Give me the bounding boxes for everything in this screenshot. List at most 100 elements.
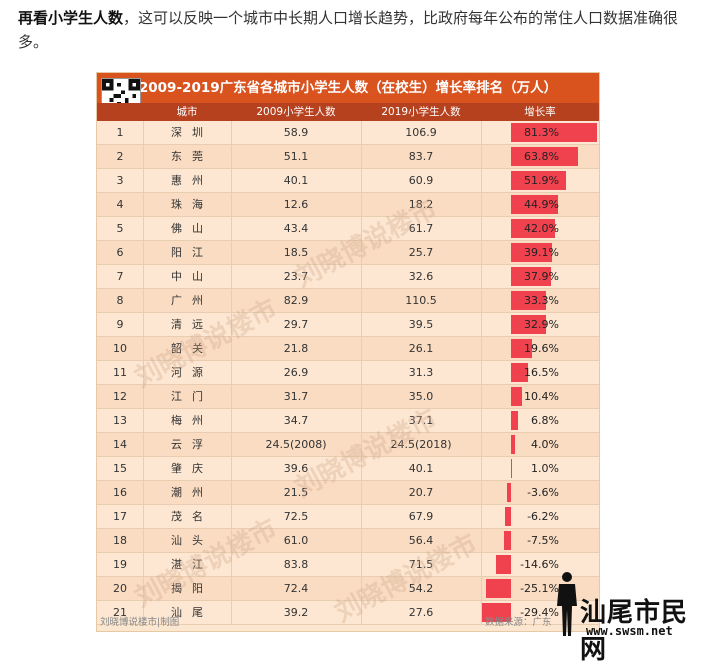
person-silhouette-icon [557, 572, 577, 636]
footer-source: 数据来源：广东 [485, 617, 552, 628]
rank-cell: 5 [116, 222, 124, 235]
rank-cell: 15 [113, 462, 127, 475]
growth-bar [511, 411, 519, 430]
table-row: 3 惠州 40.1 60.9 51.9% [97, 169, 599, 193]
city-cell: 肇庆 [171, 462, 213, 475]
growth-cell: -29.4% [481, 601, 599, 624]
rank-cell: 10 [113, 342, 127, 355]
growth-label: 51.9% [524, 174, 559, 187]
growth-bar [511, 459, 513, 478]
table-row: 16 潮州 21.5 20.7 -3.6% [97, 481, 599, 505]
chart-footer: 刘晓博说楼市|制图 数据来源：广东 [97, 610, 599, 631]
city-cell: 云浮 [171, 438, 213, 451]
growth-bar [511, 363, 529, 382]
value-2009-cell: 39.2 [283, 606, 309, 619]
growth-bar [511, 267, 552, 286]
growth-bar [504, 507, 511, 526]
growth-label: 44.9% [524, 198, 559, 211]
header-2009: 2009小学生人数 [256, 106, 336, 118]
value-2009-cell: 39.6 [283, 462, 309, 475]
growth-bar [507, 483, 511, 502]
value-2019-cell: 25.7 [408, 246, 434, 259]
value-2009-cell: 40.1 [283, 174, 309, 187]
value-2009-cell: 18.5 [283, 246, 309, 259]
growth-label: 32.9% [524, 318, 559, 331]
table-row: 11 河源 26.9 31.3 16.5% [97, 361, 599, 385]
growth-bar [511, 123, 597, 142]
value-2009-cell: 61.0 [283, 534, 309, 547]
growth-cell: 10.4% [481, 385, 599, 408]
value-2009-cell: 21.5 [283, 486, 309, 499]
rank-cell: 17 [113, 510, 127, 523]
growth-cell: 6.8% [481, 409, 599, 432]
value-2019-cell: 37.1 [408, 414, 434, 427]
value-2019-cell: 71.5 [408, 558, 434, 571]
value-2009-cell: 34.7 [283, 414, 309, 427]
value-2019-cell: 56.4 [408, 534, 434, 547]
growth-label: 1.0% [531, 462, 559, 475]
value-2019-cell: 40.1 [408, 462, 434, 475]
city-cell: 梅州 [171, 414, 213, 427]
value-2019-cell: 26.1 [408, 342, 434, 355]
growth-bar [511, 339, 532, 358]
growth-label: -6.2% [527, 510, 559, 523]
growth-label: -29.4% [520, 606, 559, 619]
growth-label: 37.9% [524, 270, 559, 283]
value-2009-cell: 51.1 [283, 150, 309, 163]
growth-bar [511, 195, 559, 214]
growth-cell: 51.9% [481, 169, 599, 192]
rank-cell: 19 [113, 558, 127, 571]
growth-bar [511, 291, 547, 310]
rank-cell: 20 [113, 582, 127, 595]
intro-paragraph: 再看小学生人数，这可以反映一个城市中长期人口增长趋势，比政府每年公布的常住人口数… [18, 6, 698, 54]
city-cell: 中山 [171, 270, 213, 283]
growth-bar [511, 243, 553, 262]
growth-cell: 33.3% [481, 289, 599, 312]
table-row: 13 梅州 34.7 37.1 6.8% [97, 409, 599, 433]
growth-label: 42.0% [524, 222, 559, 235]
growth-cell: 39.1% [481, 241, 599, 264]
value-2009-cell: 26.9 [283, 366, 309, 379]
value-2019-cell: 32.6 [408, 270, 434, 283]
table-row: 1 深圳 58.9 106.9 81.3% [97, 121, 599, 145]
growth-bar [511, 219, 556, 238]
ranking-table-card: 2009-2019广东省各城市小学生人数（在校生）增长率排名（万人） 城市 20… [96, 72, 600, 632]
value-2019-cell: 106.9 [405, 126, 437, 139]
growth-cell: 32.9% [481, 313, 599, 336]
value-2019-cell: 110.5 [405, 294, 437, 307]
table-row: 6 阳江 18.5 25.7 39.1% [97, 241, 599, 265]
rank-cell: 18 [113, 534, 127, 547]
rank-cell: 12 [113, 390, 127, 403]
growth-label: 6.8% [531, 414, 559, 427]
table-row: 21 汕尾 39.2 27.6 -29.4% [97, 601, 599, 625]
growth-label: 10.4% [524, 390, 559, 403]
table-row: 14 云浮 24.5(2008) 24.5(2018) 4.0% [97, 433, 599, 457]
value-2019-cell: 60.9 [408, 174, 434, 187]
growth-cell: 63.8% [481, 145, 599, 168]
rank-cell: 2 [116, 150, 124, 163]
growth-cell: -3.6% [481, 481, 599, 504]
value-2009-cell: 29.7 [283, 318, 309, 331]
city-cell: 东莞 [171, 150, 213, 163]
column-divider [361, 121, 362, 625]
table-row: 20 揭阳 72.4 54.2 -25.1% [97, 577, 599, 601]
rank-cell: 21 [113, 606, 127, 619]
value-2019-cell: 27.6 [408, 606, 434, 619]
growth-cell: 37.9% [481, 265, 599, 288]
growth-label: -3.6% [527, 486, 559, 499]
table-row: 8 广州 82.9 110.5 33.3% [97, 289, 599, 313]
header-2019: 2019小学生人数 [381, 106, 461, 118]
rank-cell: 3 [116, 174, 124, 187]
growth-cell: -25.1% [481, 577, 599, 600]
rank-cell: 6 [116, 246, 124, 259]
value-2019-cell: 24.5(2018) [390, 438, 452, 451]
rank-cell: 13 [113, 414, 127, 427]
growth-label: 39.1% [524, 246, 559, 259]
header-city: 城市 [176, 106, 198, 118]
city-cell: 河源 [171, 366, 213, 379]
site-logo[interactable]: 汕尾市民网 www.swsm.net [546, 568, 712, 665]
value-2019-cell: 18.2 [408, 198, 434, 211]
city-cell: 江门 [171, 390, 213, 403]
rank-cell: 8 [116, 294, 124, 307]
value-2009-cell: 72.5 [283, 510, 309, 523]
